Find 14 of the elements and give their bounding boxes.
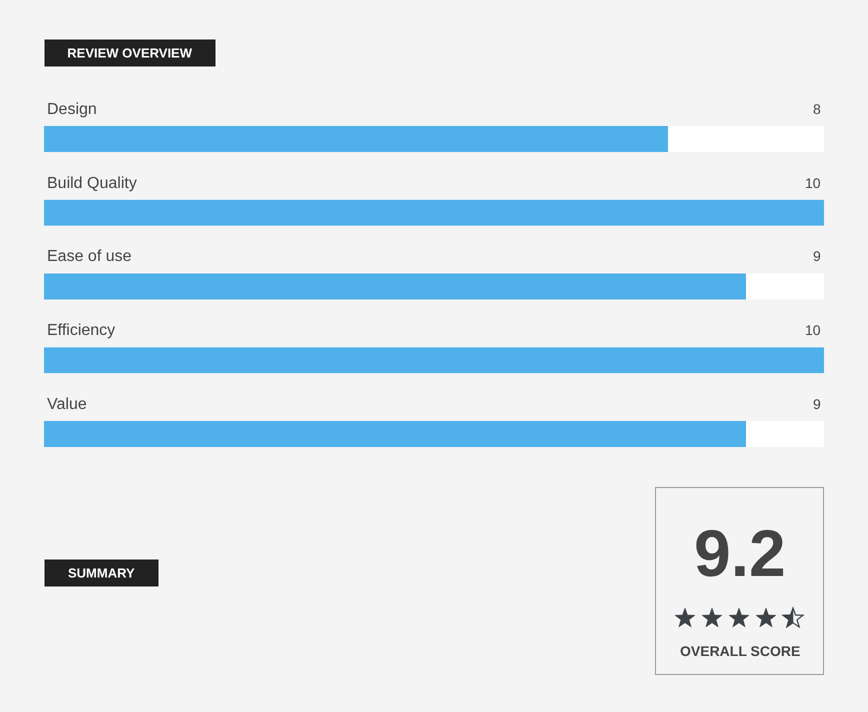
y-tick-label: Ease of use [47, 248, 132, 265]
data-label: 9 [813, 248, 821, 264]
y-tick-label: Value [47, 396, 87, 413]
y-tick-label: Build Quality [47, 175, 137, 192]
data-label: 8 [813, 101, 821, 117]
text: 9.2 [694, 516, 786, 590]
text: OVERALL SCORE [680, 643, 800, 659]
chart-title: REVIEW OVERVIEW [67, 46, 193, 60]
data-label: 10 [805, 175, 821, 191]
data-label: 10 [805, 322, 821, 338]
data-label: 9 [813, 396, 821, 412]
text: SUMMARY [68, 566, 136, 580]
y-tick-label: Efficiency [47, 322, 116, 339]
y-tick-label: Design [47, 101, 97, 118]
